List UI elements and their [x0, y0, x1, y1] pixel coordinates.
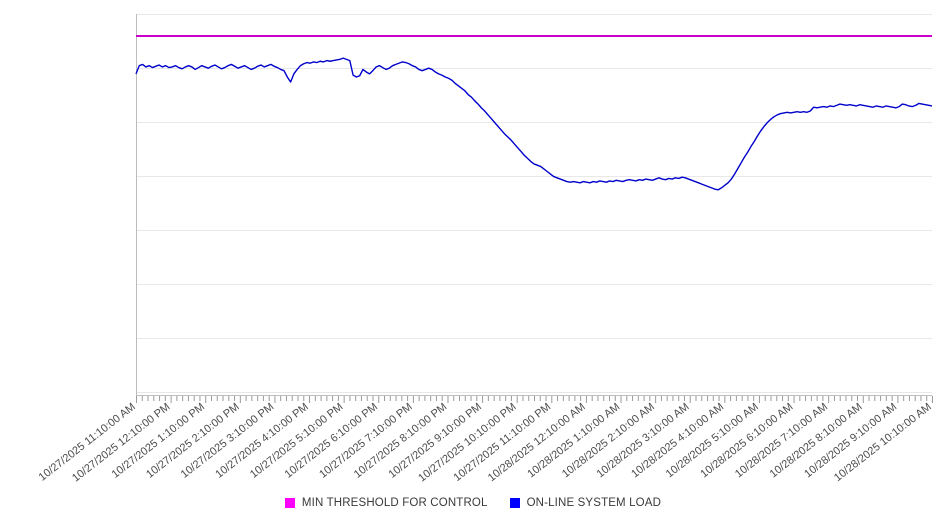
x-axis-minor-ticks [141, 396, 928, 401]
x-axis-major-ticks [136, 396, 933, 403]
load-series-line [135, 57, 933, 191]
chart-legend: MIN THRESHOLD FOR CONTROL ON-LINE SYSTEM… [0, 497, 946, 509]
legend-swatch-load-icon [509, 498, 520, 508]
legend-item-load[interactable]: ON-LINE SYSTEM LOAD [509, 497, 662, 509]
gridlines [136, 14, 932, 393]
legend-swatch-threshold-icon [284, 498, 295, 508]
legend-label-load: ON-LINE SYSTEM LOAD [526, 497, 662, 509]
legend-item-threshold[interactable]: MIN THRESHOLD FOR CONTROL [284, 497, 488, 509]
legend-label-threshold: MIN THRESHOLD FOR CONTROL [301, 497, 488, 509]
